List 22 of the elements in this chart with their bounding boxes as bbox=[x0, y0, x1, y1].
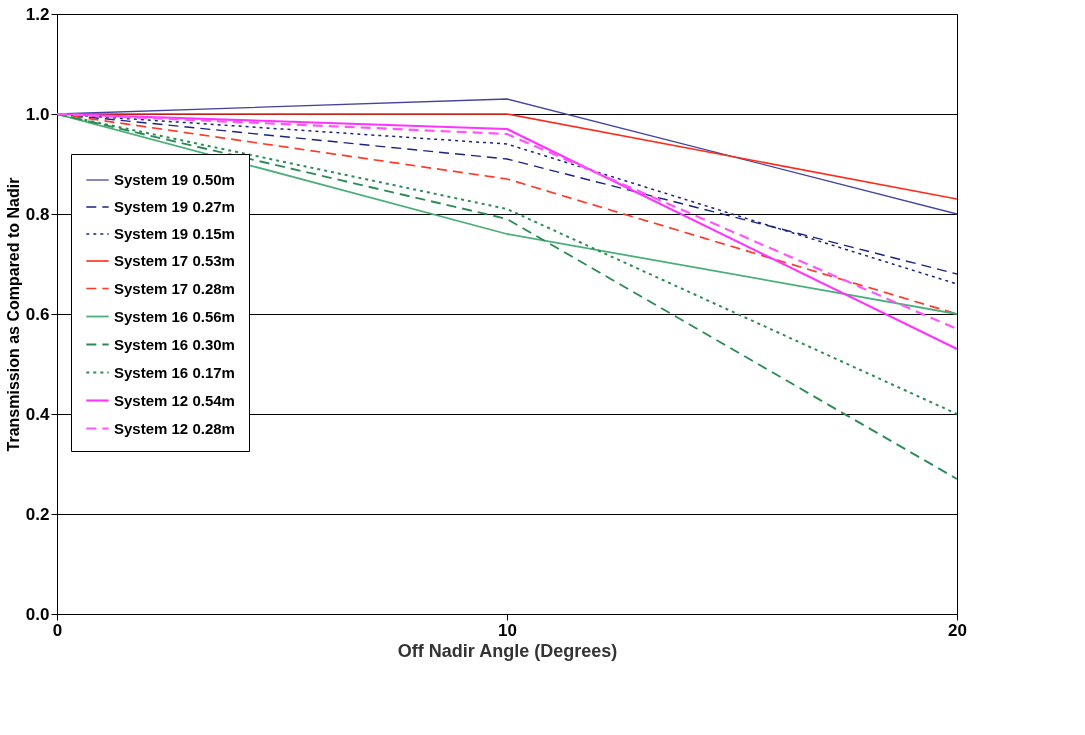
y-tick-label: 0.6 bbox=[25, 304, 50, 324]
legend-label: System 19 0.15m bbox=[114, 225, 235, 242]
legend-label: System 19 0.50m bbox=[114, 171, 235, 188]
x-axis-title: Off Nadir Angle (Degrees) bbox=[397, 640, 618, 661]
legend-label: System 12 0.28m bbox=[114, 419, 235, 437]
legend-label: System 19 0.27m bbox=[114, 198, 235, 215]
x-tick-label: 0 bbox=[52, 620, 63, 640]
y-tick-label: 1.0 bbox=[25, 104, 50, 124]
legend-label: System 16 0.17m bbox=[114, 363, 235, 381]
legend-label: System 16 0.30m bbox=[114, 335, 235, 353]
y-axis-title: Transmission as Compared to Nadir bbox=[4, 177, 22, 452]
y-tick-label: 0.4 bbox=[25, 404, 51, 424]
x-tick-label: 20 bbox=[948, 620, 967, 640]
legend-label: System 17 0.53m bbox=[114, 252, 235, 269]
x-tick-label: 10 bbox=[498, 620, 517, 640]
legend-label: System 12 0.54m bbox=[114, 391, 235, 409]
y-tick-label: 0.2 bbox=[25, 504, 50, 524]
legend-label: System 16 0.56m bbox=[114, 307, 235, 325]
y-tick-label: 1.2 bbox=[25, 4, 50, 24]
legend-label: System 17 0.28m bbox=[114, 279, 235, 297]
y-tick-label: 0.0 bbox=[25, 604, 50, 624]
y-tick-label: 0.8 bbox=[25, 204, 50, 224]
